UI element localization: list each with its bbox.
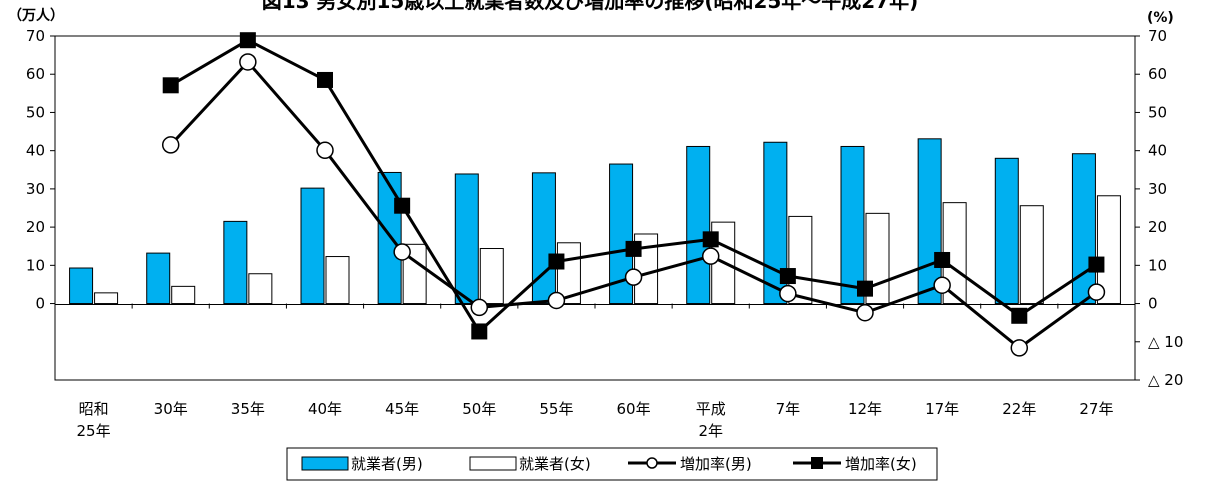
bar-male-workers bbox=[377, 171, 402, 305]
bar-male-workers bbox=[763, 141, 788, 305]
bar-male-workers bbox=[609, 163, 634, 305]
lines bbox=[161, 32, 1106, 357]
bar-male-workers bbox=[840, 145, 865, 305]
category-label: 22年 bbox=[1002, 400, 1036, 418]
bar-male-workers bbox=[531, 172, 556, 305]
left-tick-label: 40 bbox=[26, 142, 45, 160]
point-male-rate bbox=[470, 298, 489, 317]
point-male-rate bbox=[239, 53, 257, 71]
point-male-rate bbox=[856, 303, 874, 322]
bar-male-workers bbox=[686, 145, 711, 305]
legend-swatch-male-workers bbox=[301, 456, 349, 471]
point-male-rate bbox=[393, 243, 411, 261]
point-male-rate bbox=[1010, 339, 1029, 357]
left-tick-label: 50 bbox=[26, 103, 45, 121]
left-axis-unit: （万人） bbox=[8, 7, 64, 24]
left-tick-label: 30 bbox=[26, 180, 45, 198]
category-label: 25年 bbox=[77, 422, 111, 440]
point-male-rate bbox=[624, 268, 643, 286]
category-label: 50年 bbox=[462, 400, 496, 418]
bar-female-workers bbox=[325, 256, 350, 305]
legend-label-male-rate: 増加率(男) bbox=[680, 455, 752, 473]
point-female-rate bbox=[548, 253, 565, 270]
right-tick-label: 40 bbox=[1148, 142, 1167, 160]
category-label: 2年 bbox=[698, 422, 723, 440]
bar-female-workers bbox=[171, 285, 196, 305]
legend-label-female-workers: 就業者(女) bbox=[519, 455, 591, 473]
right-axis-unit: (%) bbox=[1147, 10, 1174, 26]
legend-marker-male-rate bbox=[646, 457, 658, 469]
bar-male-workers bbox=[454, 173, 479, 305]
point-male-rate bbox=[547, 291, 566, 310]
bar-female-workers bbox=[94, 292, 119, 305]
left-tick-label: 70 bbox=[26, 27, 45, 45]
bar-female-workers bbox=[402, 243, 427, 305]
legend-marker-female-rate bbox=[811, 457, 823, 469]
point-male-rate bbox=[316, 141, 334, 160]
point-male-rate bbox=[161, 136, 180, 154]
right-tick-label: 30 bbox=[1148, 180, 1167, 198]
category-label: 平成 bbox=[696, 400, 726, 418]
category-label: 40年 bbox=[308, 400, 342, 418]
legend-label-female-rate: 増加率(女) bbox=[845, 455, 917, 473]
left-tick-label: 60 bbox=[26, 65, 45, 83]
point-male-rate bbox=[779, 284, 797, 303]
point-female-rate bbox=[779, 268, 796, 285]
point-female-rate bbox=[239, 32, 256, 49]
point-male-rate bbox=[1087, 283, 1106, 301]
right-tick-label: 60 bbox=[1148, 65, 1167, 83]
right-axis: △ 20 △ 10 0 10 20 30 40 50 60 70 bbox=[1135, 27, 1183, 389]
category-label: 12年 bbox=[848, 400, 882, 418]
point-female-rate bbox=[857, 280, 873, 297]
category-label: 60年 bbox=[617, 400, 651, 418]
category-label: 45年 bbox=[385, 400, 419, 418]
left-tick-label: 20 bbox=[26, 218, 45, 236]
point-female-rate bbox=[394, 197, 411, 214]
category-label: 35年 bbox=[231, 400, 265, 418]
right-tick-label: 70 bbox=[1148, 27, 1167, 45]
bar-male-workers bbox=[223, 220, 248, 305]
category-label: 7年 bbox=[776, 400, 801, 418]
category-label: 昭和 bbox=[79, 400, 109, 418]
bar-male-workers bbox=[994, 157, 1019, 305]
legend-swatch-female-workers bbox=[469, 456, 517, 471]
legend: 就業者(男) 就業者(女) 増加率(男) 増加率(女) bbox=[286, 447, 938, 481]
point-female-rate bbox=[1011, 307, 1028, 324]
plot-area bbox=[54, 35, 1136, 381]
point-female-rate bbox=[1088, 256, 1105, 273]
point-female-rate bbox=[317, 71, 333, 88]
bar-male-workers bbox=[146, 252, 171, 305]
point-female-rate bbox=[471, 323, 488, 340]
right-tick-label: △ 10 bbox=[1148, 333, 1183, 351]
point-female-rate bbox=[702, 231, 719, 248]
point-male-rate bbox=[933, 276, 951, 294]
point-female-rate bbox=[625, 240, 642, 257]
left-tick-label: 10 bbox=[26, 256, 45, 274]
right-tick-label: △ 20 bbox=[1148, 371, 1183, 389]
right-tick-label: 50 bbox=[1148, 103, 1167, 121]
category-label: 27年 bbox=[1079, 400, 1113, 418]
bar-female-workers bbox=[479, 248, 504, 305]
category-label: 17年 bbox=[925, 400, 959, 418]
bar-male-workers bbox=[300, 187, 325, 305]
category-label: 30年 bbox=[154, 400, 188, 418]
point-male-rate bbox=[701, 247, 720, 265]
chart-title: 図13 男女別15歳以上就業者数及び増加率の推移(昭和25年～平成27年) bbox=[262, 0, 919, 13]
bar-female-workers bbox=[1019, 205, 1044, 305]
point-female-rate bbox=[162, 77, 179, 94]
bar-male-workers bbox=[69, 267, 94, 305]
category-axis: 昭和 25年 30年 35年 40年 45年 50年 55年 60年 平成 2年 7年 12年 17年 22… bbox=[54, 303, 1136, 440]
left-axis: 0 10 20 30 40 50 60 70 bbox=[26, 27, 55, 313]
bar-female-workers bbox=[1096, 195, 1121, 305]
bar-male-workers bbox=[1071, 153, 1096, 305]
bar-female-workers bbox=[248, 273, 273, 305]
point-female-rate bbox=[934, 251, 951, 268]
category-label: 55年 bbox=[539, 400, 573, 418]
legend-label-male-workers: 就業者(男) bbox=[351, 455, 423, 473]
right-tick-label: 10 bbox=[1148, 256, 1167, 274]
right-tick-label: 0 bbox=[1148, 295, 1158, 313]
left-tick-label: 0 bbox=[35, 295, 45, 313]
right-tick-label: 20 bbox=[1148, 218, 1167, 236]
